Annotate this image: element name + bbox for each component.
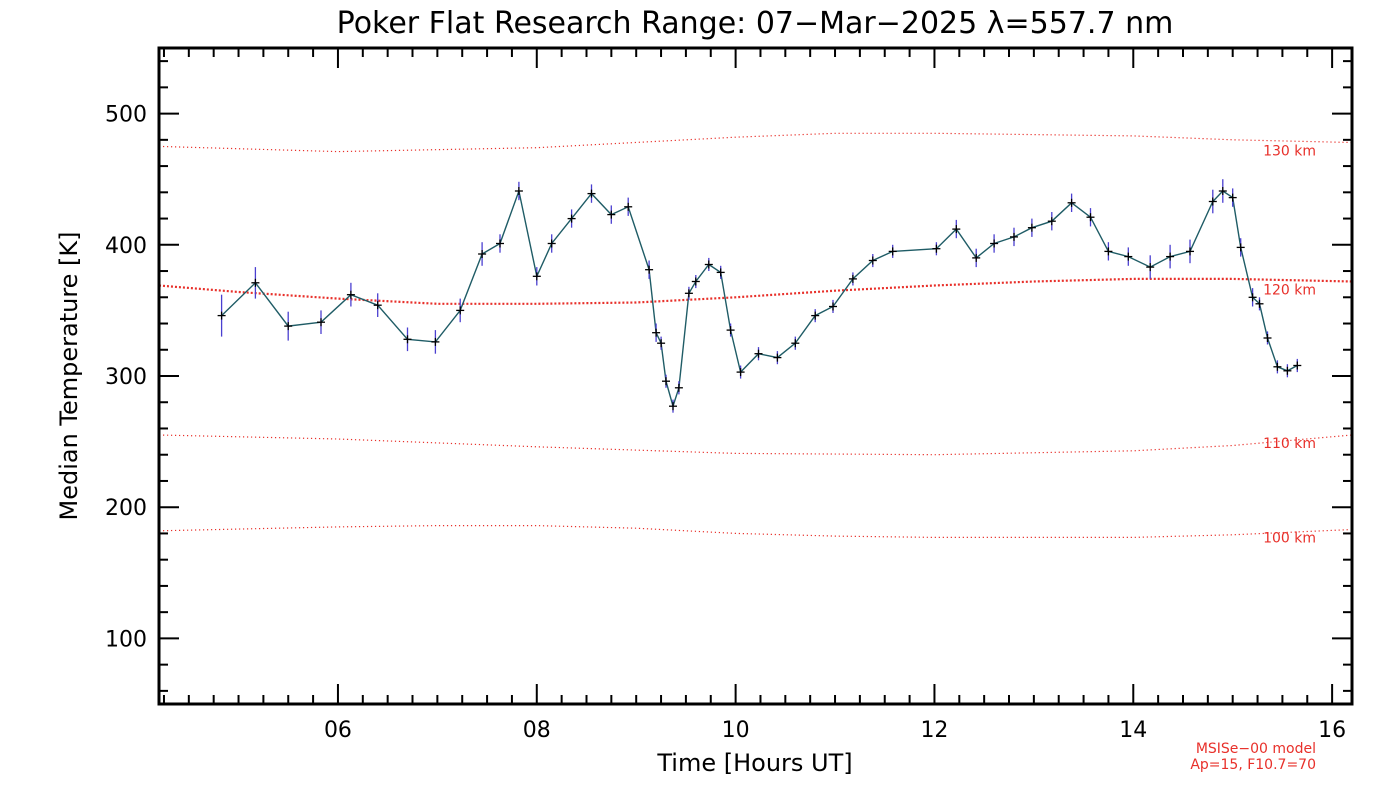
data-point (990, 239, 999, 248)
y-tick-label: 400 (105, 234, 147, 259)
data-point (547, 239, 556, 248)
data-point (317, 318, 325, 327)
reference-label-1: 120 km (1263, 283, 1316, 299)
data-point (691, 277, 700, 286)
data-point (704, 260, 713, 269)
reference-line-2 (158, 434, 1353, 456)
y-axis-label: Median Temperature [K] (55, 231, 83, 520)
y-tick-label: 500 (105, 103, 147, 128)
data-point (811, 311, 820, 320)
reference-label-0: 130 km (1263, 144, 1316, 160)
data-point (868, 256, 877, 265)
reference-lines: 130 km 120 km 110 km 100 km (158, 132, 1353, 547)
x-tick-label: 16 (1318, 718, 1346, 743)
data-point (716, 268, 725, 277)
data-point (932, 244, 941, 253)
data-point (1124, 252, 1133, 261)
reference-line-0 (158, 132, 1353, 153)
data-point (403, 335, 412, 344)
y-tick-label: 300 (105, 365, 147, 390)
x-tick-label: 06 (324, 718, 352, 743)
data-point (669, 402, 677, 411)
data-point (1146, 263, 1155, 272)
data-point (1273, 362, 1282, 371)
data-point (674, 383, 683, 392)
data-point (373, 301, 382, 310)
data-point (624, 202, 633, 211)
x-tick-label: 10 (722, 718, 750, 743)
data-point (736, 368, 745, 377)
data-point (431, 337, 440, 346)
y-tick-label: 200 (105, 496, 147, 521)
x-axis-label: Time [Hours UT] (656, 749, 852, 777)
data-point (1067, 198, 1076, 207)
data-point (726, 326, 735, 335)
data-point (251, 278, 260, 287)
data-point (1218, 187, 1227, 195)
plot-frame (157, 46, 1354, 706)
reference-label-2: 110 km (1263, 436, 1316, 452)
data-point (217, 311, 226, 320)
data-point (478, 250, 487, 258)
data-point (754, 349, 763, 358)
data-point (346, 290, 355, 299)
footnote-model: MSISe−00 model (1196, 741, 1316, 757)
data-point (1208, 197, 1217, 206)
y-tick-label: 100 (105, 627, 147, 652)
x-tick-label: 08 (523, 718, 551, 743)
data-point (645, 265, 654, 274)
x-tick-label: 14 (1119, 718, 1147, 743)
data-point (1263, 334, 1272, 342)
data-point (684, 289, 693, 298)
data-point (1293, 361, 1302, 370)
reference-line-1 (158, 277, 1353, 305)
data-point (284, 322, 293, 331)
data-point (888, 247, 897, 256)
reference-label-3: 100 km (1263, 531, 1316, 547)
data-point (972, 253, 981, 262)
axis-ticks: 06 08 10 12 14 16 100 200 300 400 500 (105, 48, 1352, 743)
data-point (952, 225, 961, 234)
data-point (662, 377, 670, 386)
data-point (456, 306, 465, 315)
footnote-params: Ap=15, F10.7=70 (1190, 757, 1316, 773)
data-point (567, 214, 576, 223)
data-point (657, 339, 666, 348)
data-point (532, 272, 541, 281)
data-point (1104, 247, 1113, 256)
data-point (848, 274, 857, 283)
chart-title: Poker Flat Research Range: 07−Mar−2025 λ… (337, 6, 1174, 41)
data-point (1166, 252, 1175, 261)
reference-line-3 (158, 524, 1353, 539)
data-point (587, 189, 596, 198)
series-line-0 (221, 188, 1298, 409)
data-point (1186, 247, 1194, 256)
data-point (1047, 217, 1056, 226)
data-point (1255, 299, 1264, 308)
data-point (1086, 213, 1095, 222)
data-point (607, 210, 616, 219)
x-tick-label: 12 (920, 718, 948, 743)
data-point (496, 239, 504, 248)
data-point (652, 328, 661, 337)
data-point (773, 353, 782, 362)
data-point (1283, 366, 1292, 375)
data-point (1010, 232, 1018, 241)
data-point (1228, 193, 1237, 202)
data-point (829, 302, 837, 311)
data-point (791, 339, 800, 348)
data-point (1236, 243, 1245, 252)
data-point (1027, 223, 1036, 232)
data-series (217, 179, 1302, 413)
data-point (1248, 293, 1257, 302)
data-point (514, 187, 523, 195)
